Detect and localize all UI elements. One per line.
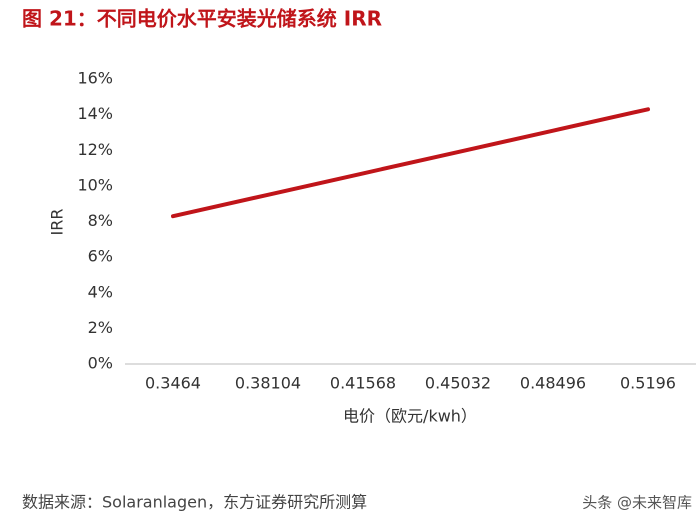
watermark: 头条 @未来智库 (582, 494, 692, 512)
y-tick-label: 4% (88, 282, 113, 301)
source-note: 数据来源：Solaranlagen，东方证券研究所测算 (22, 493, 367, 512)
y-tick-label: 16% (77, 69, 113, 88)
x-tick-label: 0.41568 (330, 374, 396, 393)
y-tick-label: 10% (77, 175, 113, 194)
x-tick-label: 0.3464 (145, 374, 201, 393)
line-series (171, 107, 650, 219)
y-axis-title: IRR (48, 209, 67, 236)
chart-title: 图 21：不同电价水平安装光储系统 IRR (22, 7, 382, 31)
y-tick-label: 2% (88, 318, 113, 337)
y-tick-label: 14% (77, 104, 113, 123)
y-tick-label: 8% (88, 211, 113, 230)
y-tick-label: 6% (88, 247, 113, 266)
x-tick-label: 0.38104 (235, 374, 301, 393)
y-tick-label: 12% (77, 140, 113, 159)
x-axis-title: 电价（欧元/kwh） (343, 407, 477, 426)
x-tick-label: 0.48496 (520, 374, 586, 393)
y-tick-label: 0% (88, 354, 113, 373)
x-tick-label: 0.45032 (425, 374, 491, 393)
x-tick-label: 0.5196 (620, 374, 676, 393)
